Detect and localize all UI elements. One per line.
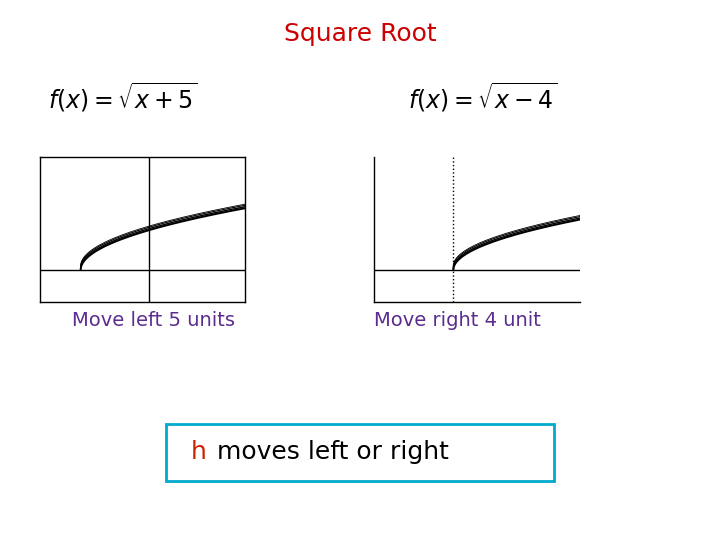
Text: moves left or right: moves left or right [209,440,449,464]
Text: h: h [191,440,207,464]
Text: Move left 5 units: Move left 5 units [72,310,235,329]
Text: $f(x) = \sqrt{x-4}$: $f(x) = \sqrt{x-4}$ [408,80,557,114]
FancyBboxPatch shape [166,424,554,481]
Text: Square Root: Square Root [284,22,436,45]
Text: $f(x) = \sqrt{x+5}$: $f(x) = \sqrt{x+5}$ [48,80,197,114]
Text: Move right 4 unit: Move right 4 unit [374,310,541,329]
